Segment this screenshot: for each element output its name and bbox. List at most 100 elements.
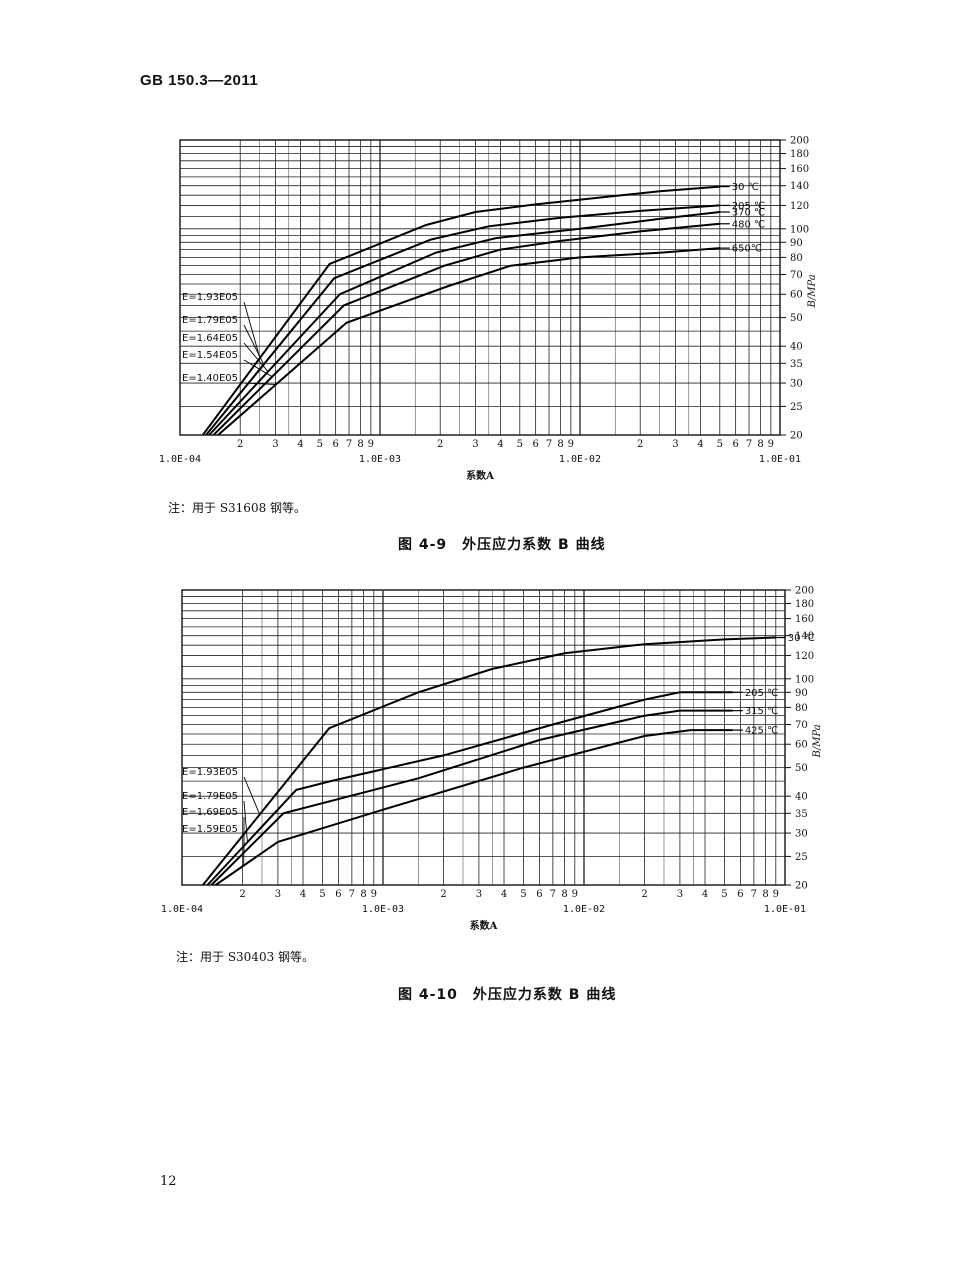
- series-temperature-label: 205 ℃: [732, 201, 766, 212]
- x-decade-label: 1.0E-04: [161, 904, 203, 915]
- series-temperature-label: 650℃: [732, 244, 762, 255]
- x-minor-tick-label: 9: [773, 889, 779, 900]
- x-minor-tick-label: 5: [319, 889, 325, 900]
- series-temperature-label: 425 ℃: [745, 726, 779, 737]
- figure-caption: 图 4-9 外压应力系数 B 曲线: [398, 537, 606, 553]
- series-line: [210, 709, 733, 886]
- y-tick-label: 120: [790, 201, 809, 212]
- x-decade-label: 1.0E-01: [759, 454, 801, 465]
- y-tick-label: 160: [790, 164, 809, 175]
- x-minor-tick-label: 2: [440, 889, 446, 900]
- x-minor-tick-label: 3: [272, 439, 278, 450]
- series-modulus-label: E=1.79E05: [182, 791, 238, 802]
- x-minor-tick-label: 8: [762, 889, 768, 900]
- x-decade-label: 1.0E-02: [563, 904, 605, 915]
- x-minor-tick-label: 6: [732, 439, 738, 450]
- plot-frame: [179, 139, 781, 436]
- y-tick-label: 35: [795, 809, 808, 820]
- series-modulus-label: E=1.93E05: [182, 292, 238, 303]
- figure-note: 注：用于 S31608 钢等。: [168, 501, 307, 515]
- x-minor-tick-label: 7: [346, 439, 352, 450]
- x-decade-label: 1.0E-03: [359, 454, 401, 465]
- modulus-leader: [243, 776, 261, 815]
- modulus-leader: [243, 342, 269, 372]
- series-line: [212, 222, 720, 436]
- x-decade-label: 1.0E-03: [362, 904, 404, 915]
- y-tick-label: 50: [795, 763, 808, 774]
- modulus-leader: [243, 800, 248, 843]
- figure-caption: 图 4-10 外压应力系数 B 曲线: [398, 987, 617, 1003]
- x-minor-tick-label: 9: [572, 889, 578, 900]
- x-minor-tick-label: 4: [501, 889, 507, 900]
- y-tick-label: 80: [795, 703, 808, 714]
- x-minor-tick-label: 3: [476, 889, 482, 900]
- x-minor-tick-label: 3: [275, 889, 281, 900]
- page-header: GB 150.3—2011: [140, 72, 259, 89]
- y-tick-label: 70: [795, 720, 808, 731]
- y-tick-label: 180: [795, 599, 814, 610]
- y-tick-label: 40: [790, 342, 803, 353]
- x-minor-tick-label: 9: [371, 889, 377, 900]
- x-minor-tick-label: 3: [472, 439, 478, 450]
- y-tick-label: 90: [795, 688, 808, 699]
- x-minor-tick-label: 7: [751, 889, 757, 900]
- y-tick-label: 50: [790, 313, 803, 324]
- x-axis-title: 系数A: [466, 469, 494, 482]
- y-tick-label: 60: [795, 740, 808, 751]
- series-modulus-label: E=1.59E05: [182, 824, 238, 835]
- x-minor-tick-label: 6: [532, 439, 538, 450]
- x-minor-tick-label: 4: [497, 439, 503, 450]
- modulus-leader: [243, 359, 273, 378]
- y-tick-label: 25: [790, 402, 803, 413]
- y-tick-label: 30: [790, 379, 803, 390]
- y-tick-label: 40: [795, 792, 808, 803]
- x-minor-tick-label: 7: [550, 889, 556, 900]
- x-minor-tick-label: 8: [757, 439, 763, 450]
- y-tick-label: 80: [790, 253, 803, 264]
- figure-note: 注：用于 S30403 钢等。: [176, 950, 315, 964]
- modulus-leader: [243, 382, 276, 385]
- series-temperature-label: 370 ℃: [732, 208, 766, 219]
- series-temperature-label: 480 ℃: [732, 219, 766, 230]
- x-minor-tick-label: 2: [239, 889, 245, 900]
- page-number: 12: [160, 1174, 177, 1189]
- x-minor-tick-label: 4: [702, 889, 708, 900]
- y-tick-label: 100: [795, 674, 814, 685]
- x-minor-tick-label: 5: [721, 889, 727, 900]
- x-axis-title: 系数A: [470, 919, 498, 932]
- x-minor-tick-label: 9: [768, 439, 774, 450]
- y-tick-label: 200: [790, 136, 809, 147]
- y-tick-label: 20: [795, 881, 808, 892]
- series-line: [202, 636, 776, 886]
- y-tick-label: 180: [790, 149, 809, 160]
- x-minor-tick-label: 5: [520, 889, 526, 900]
- series-line: [217, 247, 720, 436]
- series-modulus-label: E=1.93E05: [182, 767, 238, 778]
- modulus-leader: [243, 324, 265, 365]
- x-decade-label: 1.0E-04: [159, 454, 201, 465]
- x-minor-tick-label: 5: [317, 439, 323, 450]
- series-temperature-label: 30 ℃: [788, 633, 815, 644]
- x-minor-tick-label: 2: [437, 439, 443, 450]
- x-decade-label: 1.0E-02: [559, 454, 601, 465]
- x-minor-tick-label: 2: [641, 889, 647, 900]
- series-temperature-label: 205 ℃: [745, 688, 779, 699]
- series-line: [208, 211, 720, 436]
- series-modulus-label: E=1.64E05: [182, 333, 238, 344]
- y-tick-label: 20: [790, 431, 803, 442]
- series-line: [205, 204, 720, 436]
- plot-frame: [181, 589, 786, 886]
- y-tick-label: 30: [795, 829, 808, 840]
- series-modulus-label: E=1.40E05: [182, 373, 238, 384]
- x-minor-tick-label: 5: [717, 439, 723, 450]
- x-minor-tick-label: 4: [297, 439, 303, 450]
- y-tick-label: 70: [790, 270, 803, 281]
- series-line: [215, 729, 733, 886]
- series-temperature-label: 30 ℃: [732, 182, 759, 193]
- series-modulus-label: E=1.69E05: [182, 807, 238, 818]
- y-tick-label: 90: [790, 238, 803, 249]
- y-tick-label: 140: [795, 631, 814, 642]
- series-line: [206, 691, 733, 886]
- series-line: [201, 185, 720, 436]
